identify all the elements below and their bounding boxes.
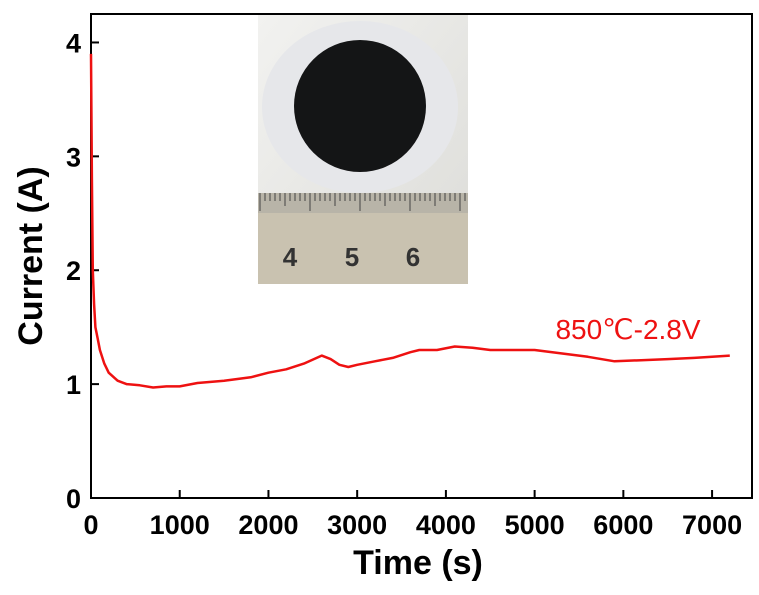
y-tick-label: 3 — [66, 142, 81, 172]
x-tick-label: 3000 — [327, 510, 387, 540]
x-axis-title: Time (s) — [353, 544, 483, 582]
x-tick-label: 0 — [83, 510, 98, 540]
x-tick-label: 6000 — [593, 510, 653, 540]
ruler-label: 5 — [345, 242, 359, 272]
y-tick-label: 2 — [66, 256, 81, 286]
x-tick-label: 7000 — [682, 510, 742, 540]
x-tick-label: 4000 — [416, 510, 476, 540]
y-tick-label: 1 — [66, 370, 81, 400]
ruler-label: 4 — [283, 242, 298, 272]
ruler-label: 6 — [406, 242, 420, 272]
x-tick-label: 1000 — [150, 510, 210, 540]
plot-frame — [90, 13, 753, 499]
data-line — [89, 53, 730, 389]
inset-photo: 4 5 6 — [258, 14, 468, 284]
y-axis-title: Current (A) — [12, 166, 50, 345]
y-tick-label: 0 — [66, 484, 81, 514]
x-tick-label: 5000 — [505, 510, 565, 540]
annotation: 850℃-2.8V — [555, 314, 700, 345]
y-tick-label: 4 — [66, 28, 81, 58]
x-tick-label: 2000 — [238, 510, 298, 540]
